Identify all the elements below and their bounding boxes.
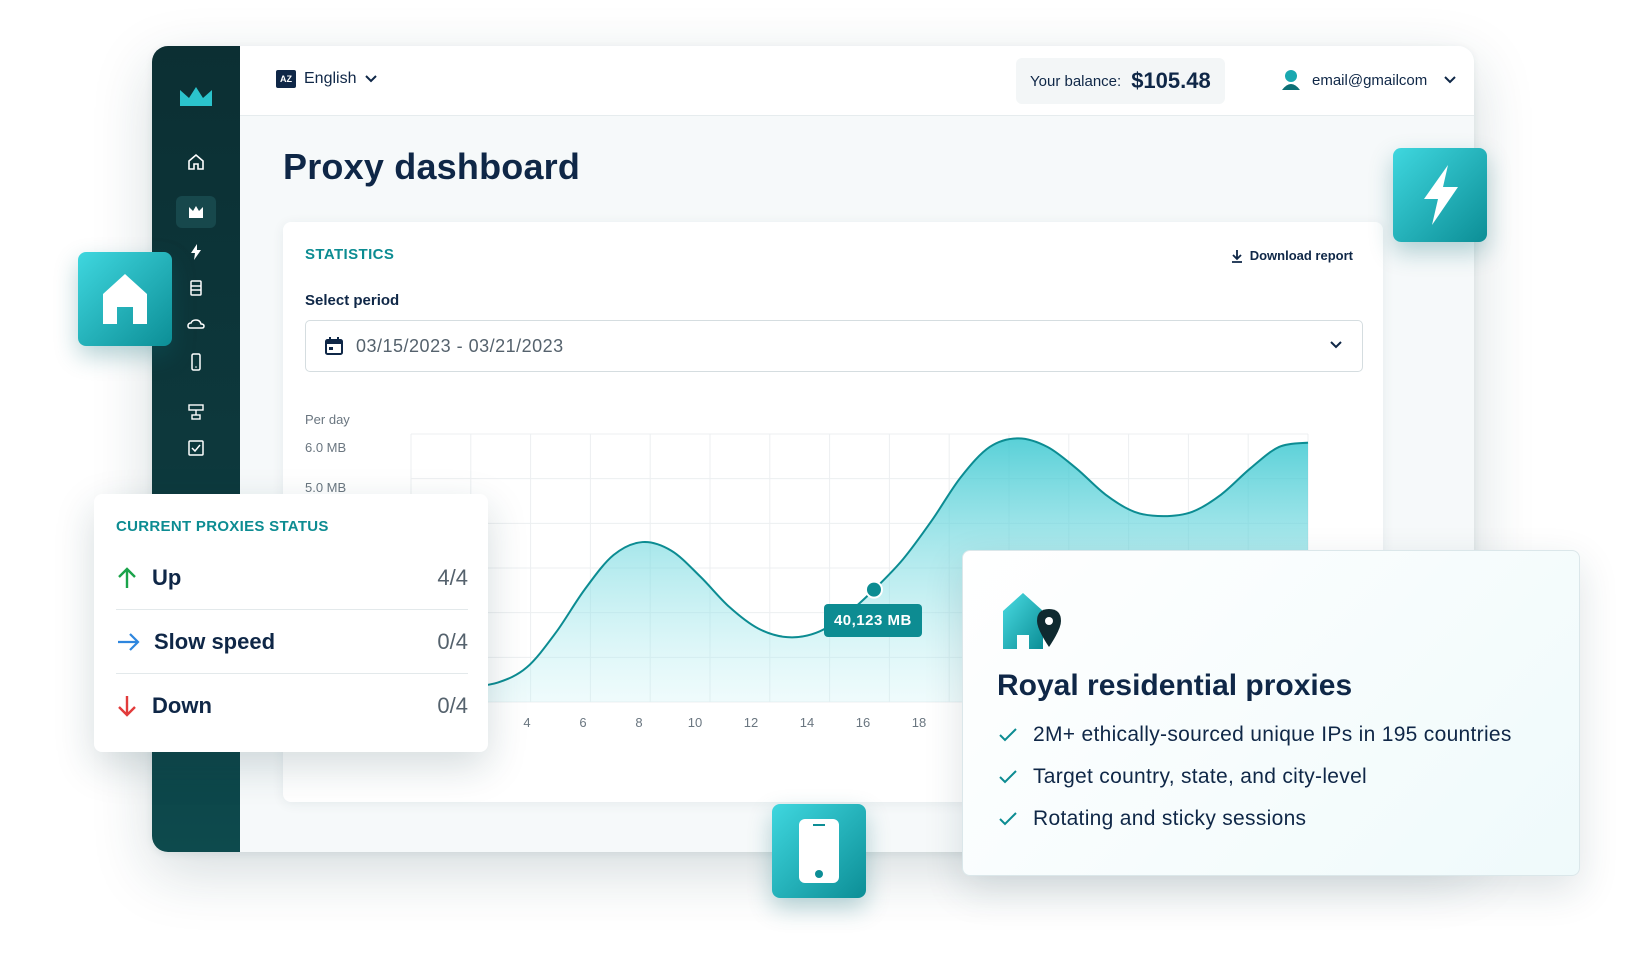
chevron-down-icon bbox=[365, 75, 378, 83]
x-tick-label: 12 bbox=[744, 715, 758, 730]
topbar: AZ English Your balance: $105.48 email@g… bbox=[240, 46, 1474, 116]
lightning-icon bbox=[191, 244, 201, 260]
proxies-status-title: CURRENT PROXIES STATUS bbox=[116, 518, 329, 535]
feature-card: Royal residential proxies 2M+ ethically-… bbox=[962, 550, 1580, 876]
sidebar-item-server[interactable] bbox=[176, 272, 216, 304]
balance-box: Your balance: $105.48 bbox=[1016, 58, 1225, 104]
user-avatar-icon bbox=[1282, 70, 1300, 90]
status-row-up: Up 4/4 bbox=[116, 546, 468, 610]
status-count: 4/4 bbox=[437, 564, 468, 590]
mobile-icon bbox=[191, 353, 201, 371]
highlight-point[interactable] bbox=[864, 580, 883, 599]
page-title: Proxy dashboard bbox=[283, 146, 581, 187]
datacenter-tile bbox=[1393, 148, 1487, 242]
feature-item: Rotating and sticky sessions bbox=[999, 807, 1306, 831]
status-count: 0/4 bbox=[437, 693, 468, 718]
feature-item-text: 2M+ ethically-sourced unique IPs in 195 … bbox=[1033, 723, 1512, 746]
check-icon bbox=[999, 770, 1017, 784]
feature-item: 2M+ ethically-sourced unique IPs in 195 … bbox=[999, 723, 1512, 747]
cloud-icon bbox=[187, 319, 205, 329]
check-icon bbox=[999, 728, 1017, 742]
user-email: email@gmailcom bbox=[1312, 71, 1428, 89]
balance-value: $105.48 bbox=[1131, 68, 1211, 93]
status-label: Up bbox=[152, 564, 182, 590]
house-location-icon bbox=[1003, 593, 1061, 649]
x-tick-label: 8 bbox=[635, 715, 642, 730]
period-value: 03/15/2023 - 03/21/2023 bbox=[356, 335, 564, 356]
logo-crown-icon bbox=[180, 87, 212, 106]
checkbox-icon bbox=[188, 440, 204, 456]
sidebar-item-mobile[interactable] bbox=[176, 346, 216, 378]
sidebar-item-cloud[interactable] bbox=[176, 308, 216, 340]
feature-item-text: Target country, state, and city-level bbox=[1033, 765, 1368, 788]
calendar-icon bbox=[325, 337, 343, 355]
server-icon bbox=[190, 280, 202, 296]
x-tick-label: 4 bbox=[523, 715, 530, 730]
sidebar-item-residential[interactable] bbox=[176, 196, 216, 228]
arrow-up-icon bbox=[118, 566, 136, 588]
status-label: Slow speed bbox=[154, 628, 276, 654]
download-icon bbox=[1231, 249, 1242, 263]
status-label: Down bbox=[152, 693, 212, 718]
status-count: 0/4 bbox=[437, 628, 468, 654]
x-tick-label: 14 bbox=[800, 715, 814, 730]
check-icon bbox=[999, 812, 1017, 826]
x-tick-label: 10 bbox=[688, 715, 702, 730]
per-day-label: Per day bbox=[305, 412, 350, 427]
feature-title: Royal residential proxies bbox=[997, 669, 1353, 702]
language-selector[interactable]: AZ English bbox=[276, 70, 378, 88]
translate-icon: AZ bbox=[276, 70, 296, 88]
series-line bbox=[410, 437, 1309, 693]
status-row-slow: Slow speed 0/4 bbox=[116, 610, 468, 674]
download-report-button[interactable]: Download report bbox=[1230, 248, 1353, 263]
y-tick-label: 5.0 MB bbox=[305, 480, 347, 495]
y-tick-label: 6.0 MB bbox=[305, 440, 347, 455]
language-label: English bbox=[304, 70, 357, 87]
crown-icon bbox=[189, 206, 203, 218]
house-icon bbox=[103, 274, 147, 324]
period-select[interactable]: 03/15/2023 - 03/21/2023 bbox=[305, 320, 1363, 372]
sidebar-item-datacenter[interactable] bbox=[176, 236, 216, 268]
chevron-down-icon bbox=[1444, 76, 1456, 84]
x-tick-label: 18 bbox=[912, 715, 926, 730]
chart-tooltip: 40,123 MB bbox=[823, 603, 922, 637]
x-tick-label: 6 bbox=[579, 715, 586, 730]
mobile-tile bbox=[772, 804, 866, 898]
statistics-title: STATISTICS bbox=[305, 246, 395, 263]
mobile-icon bbox=[799, 819, 839, 883]
home-icon bbox=[188, 153, 204, 170]
feature-item-text: Rotating and sticky sessions bbox=[1033, 807, 1307, 830]
x-tick-label: 16 bbox=[856, 715, 870, 730]
network-icon bbox=[188, 404, 204, 420]
sidebar-item-home[interactable] bbox=[176, 146, 216, 178]
arrow-down-icon bbox=[118, 696, 136, 717]
lightning-icon bbox=[1424, 165, 1458, 225]
arrow-right-icon bbox=[118, 632, 140, 651]
sidebar-item-tasks[interactable] bbox=[176, 432, 216, 464]
download-report-label: Download report bbox=[1249, 248, 1353, 263]
chevron-down-icon bbox=[1330, 341, 1342, 349]
proxies-status-card: CURRENT PROXIES STATUS Up 4/4 Slow speed… bbox=[94, 494, 488, 752]
feature-item: Target country, state, and city-level bbox=[999, 765, 1367, 789]
user-menu[interactable]: email@gmailcom bbox=[1280, 68, 1457, 92]
sidebar-item-network[interactable] bbox=[176, 396, 216, 428]
balance-label: Your balance: bbox=[1030, 72, 1122, 90]
period-label: Select period bbox=[305, 292, 400, 309]
status-row-down: Down 0/4 bbox=[116, 674, 468, 738]
residential-tile bbox=[78, 252, 172, 346]
